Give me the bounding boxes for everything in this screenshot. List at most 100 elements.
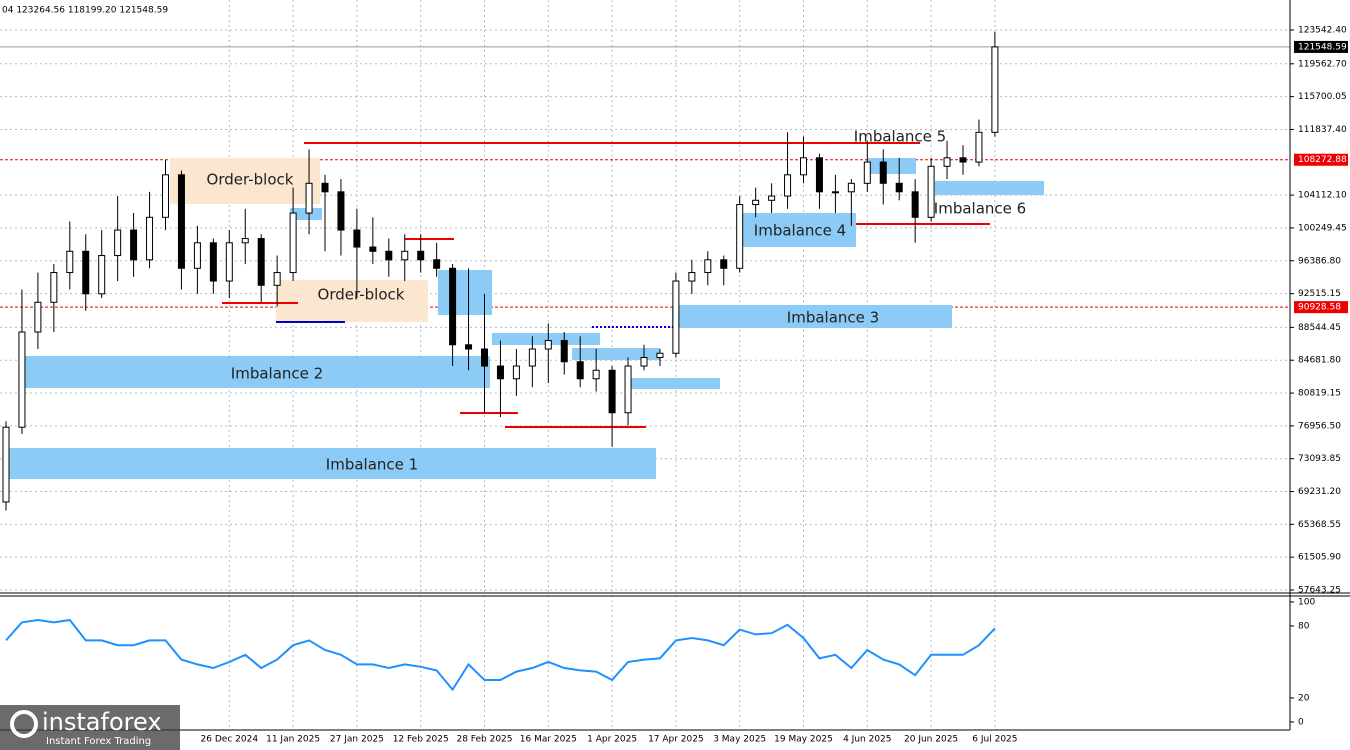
y-tick-label: 115700.05 [1298, 92, 1347, 102]
x-tick-label: 1 Apr 2025 [587, 735, 637, 745]
candle-body [576, 361, 584, 380]
y-tick-label: 88544.45 [1298, 323, 1341, 333]
candle-body [847, 182, 855, 193]
y2-tick-label: 80 [1298, 621, 1310, 631]
price-label: 90928.58 [1298, 303, 1341, 313]
imbalance-zone [290, 208, 322, 220]
candle-body [289, 212, 297, 274]
y-tick-label: 57643.25 [1298, 586, 1341, 596]
candle-body [959, 157, 967, 163]
imbalance-zone [438, 270, 492, 315]
imbalance-zone [572, 348, 660, 360]
candle-body [560, 340, 568, 363]
candle-body [337, 191, 345, 231]
candle-body [943, 157, 951, 167]
candle-body [752, 199, 760, 206]
y-tick-label: 111837.40 [1298, 125, 1347, 135]
y-tick-label: 104112.10 [1298, 191, 1347, 201]
candle-body [241, 238, 249, 244]
candle-body [800, 157, 807, 176]
candle-body [831, 191, 839, 194]
candle-body [481, 348, 488, 367]
imbalance-zone [630, 378, 720, 389]
candle-body [385, 250, 393, 261]
candles [2, 32, 999, 511]
candle-body [321, 182, 329, 193]
x-tick-label: 12 Feb 2025 [393, 735, 449, 745]
y-tick-label: 61505.90 [1298, 553, 1341, 563]
y-tick-label: 69231.20 [1298, 487, 1341, 497]
candle-body [720, 259, 728, 269]
x-tick-label: 19 May 2025 [774, 735, 833, 745]
annotation: Imbalance 4 [754, 222, 846, 240]
annotation: Imbalance 6 [934, 200, 1026, 218]
candle-body [991, 46, 999, 133]
candle-body [768, 195, 776, 201]
price-label-bg [1294, 40, 1348, 53]
logo-icon [10, 710, 38, 738]
y-tick-label: 80819.15 [1298, 389, 1341, 399]
candle-body [18, 331, 26, 428]
zones [8, 142, 1044, 479]
y-tick-label: 73093.85 [1298, 454, 1341, 464]
candle-body [146, 216, 154, 261]
price-label-bg [1294, 153, 1348, 166]
imbalance-zone [738, 213, 856, 247]
x-tick-label: 26 Dec 2024 [201, 735, 259, 745]
annotation: Imbalance 5 [854, 128, 946, 146]
candle-body [130, 229, 138, 261]
x-tick-label: 11 Jan 2025 [266, 735, 320, 745]
x-tick-label: 17 Apr 2025 [648, 735, 704, 745]
annotation: Imbalance 3 [787, 309, 879, 327]
annotation: Imbalance 1 [326, 456, 418, 474]
candle-body [624, 365, 632, 414]
y-tick-label: 92515.15 [1298, 289, 1341, 299]
candle-body [465, 344, 473, 350]
candle-body [353, 229, 361, 248]
x-tick-label: 27 Jan 2025 [330, 735, 384, 745]
candle-body [815, 157, 823, 193]
candle-body [369, 246, 377, 252]
candle-body [496, 365, 504, 380]
candle-body [162, 174, 169, 218]
candle-body [688, 272, 696, 282]
candle-body [528, 348, 536, 367]
x-tick-label: 3 May 2025 [713, 735, 766, 745]
y-tick-label: 76956.50 [1298, 421, 1341, 431]
x-tick-label: 20 Jun 2025 [904, 735, 958, 745]
candle-body [784, 174, 792, 197]
logo-tagline: Instant Forex Trading [46, 736, 151, 747]
order-block-zone [170, 158, 320, 204]
candle-body [98, 255, 106, 295]
candle-body [927, 165, 935, 218]
price-label-bg [1294, 301, 1348, 314]
candle-body [2, 426, 10, 503]
y-tick-label: 119562.70 [1298, 59, 1347, 69]
candle-body [433, 259, 441, 269]
candle-body [273, 272, 281, 286]
annotation: Order-block [318, 286, 405, 304]
candle-body [66, 250, 74, 274]
x-tick-label: 4 Jun 2025 [843, 735, 891, 745]
watermark: instaforex Instant Forex Trading [0, 705, 180, 750]
candle-body [449, 267, 457, 346]
candle-body [193, 242, 201, 269]
y-tick-label: 100249.45 [1298, 223, 1347, 233]
candle-body [512, 365, 520, 380]
candle-body [225, 242, 233, 282]
candle-body [736, 204, 744, 269]
y-tick-label: 84681.80 [1298, 356, 1341, 366]
y-tick-label: 96386.80 [1298, 256, 1341, 266]
ohlc-header: 04 123264.56 118199.20 121548.59 [2, 6, 168, 16]
imbalance-zone [935, 181, 1044, 195]
candle-body [911, 191, 919, 218]
candle-body [704, 259, 712, 274]
candle-body [305, 182, 313, 214]
candle-body [592, 369, 600, 380]
candle-body [401, 250, 409, 261]
candle-body [544, 340, 552, 350]
candle-body [879, 161, 887, 184]
candle-body [640, 357, 648, 367]
candle-body [50, 272, 58, 303]
